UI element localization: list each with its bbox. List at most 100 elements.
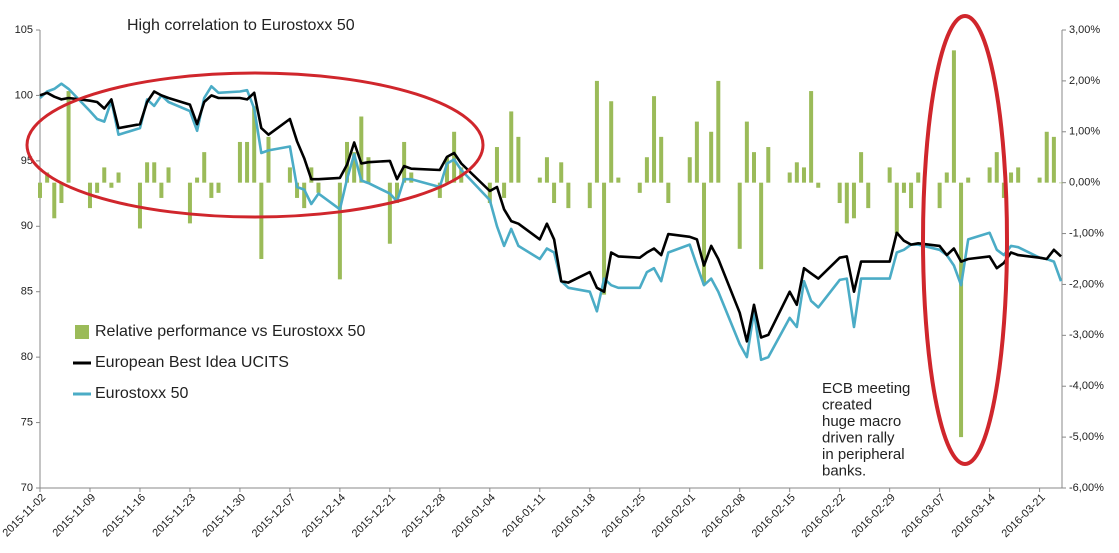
bar <box>637 182 642 193</box>
bar <box>744 121 749 183</box>
bar <box>809 91 814 183</box>
annotation: High correlation to Eurostoxx 50 <box>127 17 355 34</box>
bar <box>616 177 621 183</box>
bar <box>709 131 714 183</box>
line <box>39 82 1063 362</box>
bar <box>787 172 792 183</box>
bar <box>287 167 292 183</box>
annotation: huge macro <box>822 413 901 430</box>
x-tick-label: 2015-12-14 <box>300 492 348 540</box>
annotation: created <box>822 396 872 413</box>
bar <box>316 182 321 193</box>
bar <box>816 182 821 188</box>
bar <box>759 182 764 270</box>
bar <box>959 182 964 438</box>
y2-tick-label: 0,00% <box>1069 177 1100 189</box>
bar <box>844 182 849 224</box>
bar <box>659 136 664 183</box>
bar <box>794 162 799 183</box>
annotation: in peripheral <box>822 446 905 463</box>
bar <box>202 152 207 183</box>
x-tick-label: 2015-11-09 <box>50 492 98 540</box>
bar <box>851 182 856 219</box>
bar <box>137 182 142 229</box>
y2-tick-label: 2,00% <box>1069 75 1100 87</box>
bar <box>516 136 521 183</box>
bar <box>837 182 842 204</box>
x-tick-label: 2015-12-21 <box>350 492 398 540</box>
bar <box>252 106 257 183</box>
bar <box>916 172 921 183</box>
highlight-ellipse <box>921 14 1009 466</box>
legend-label: European Best Idea UCITS <box>95 354 289 371</box>
y2-tick-label: -1,00% <box>1069 227 1104 239</box>
bar <box>566 182 571 209</box>
bar <box>737 182 742 249</box>
x-tick-label: 2016-03-07 <box>900 492 948 540</box>
bar <box>537 177 542 183</box>
bar <box>366 157 371 183</box>
x-tick-label: 2016-01-04 <box>450 492 498 540</box>
bar <box>166 167 171 183</box>
x-tick-label: 2016-02-15 <box>750 492 798 540</box>
x-tick-label: 2015-11-16 <box>100 492 148 540</box>
bar <box>245 141 250 183</box>
x-tick-label: 2016-01-25 <box>600 492 648 540</box>
bar <box>937 182 942 209</box>
y2-tick-label: 1,00% <box>1069 126 1100 138</box>
bar <box>716 80 721 183</box>
x-tick-label: 2016-03-21 <box>999 492 1047 540</box>
bar <box>187 182 192 224</box>
bar <box>102 167 107 183</box>
y2-tick-label: -2,00% <box>1069 278 1104 290</box>
bar <box>259 182 264 259</box>
bar <box>409 172 414 183</box>
bar <box>487 182 492 204</box>
bar <box>994 152 999 183</box>
bar <box>559 162 564 183</box>
bar <box>1037 177 1042 183</box>
bar <box>944 172 949 183</box>
bar <box>866 182 871 209</box>
bar <box>1051 136 1056 183</box>
y2-tick-label: -4,00% <box>1069 380 1104 392</box>
bar <box>894 182 899 234</box>
bar <box>109 182 114 188</box>
bar <box>309 167 314 183</box>
bar <box>494 147 499 183</box>
bar <box>644 157 649 183</box>
bar <box>752 152 756 183</box>
x-tick-label: 2016-01-18 <box>550 492 598 540</box>
y2-tick-label: -5,00% <box>1069 431 1104 443</box>
line <box>39 90 1062 343</box>
bar <box>801 167 806 183</box>
x-tick-label: 2016-02-01 <box>650 492 698 540</box>
x-tick-label: 2016-02-22 <box>800 492 848 540</box>
bar <box>402 141 407 183</box>
bar <box>266 136 271 183</box>
bar <box>209 182 214 198</box>
y-tick-label: 100 <box>15 89 33 101</box>
bar <box>987 167 992 183</box>
bar <box>687 157 692 183</box>
y-tick-label: 90 <box>21 220 33 232</box>
bar <box>337 182 342 280</box>
x-tick-label: 2015-12-28 <box>400 492 448 540</box>
bar <box>195 177 200 183</box>
bar <box>159 182 164 198</box>
annotation: ECB meeting <box>822 380 910 397</box>
bar <box>951 50 956 183</box>
y-tick-label: 75 <box>21 416 33 428</box>
bar <box>359 116 364 183</box>
bar <box>509 111 514 183</box>
bar <box>966 177 971 183</box>
bar <box>909 182 914 209</box>
bar <box>95 182 100 193</box>
bar <box>1016 167 1021 183</box>
annotation: banks. <box>822 462 866 479</box>
x-tick-label: 2015-11-02 <box>0 492 48 540</box>
bar <box>302 182 307 209</box>
bar <box>152 162 157 183</box>
y-tick-label: 70 <box>21 482 33 494</box>
